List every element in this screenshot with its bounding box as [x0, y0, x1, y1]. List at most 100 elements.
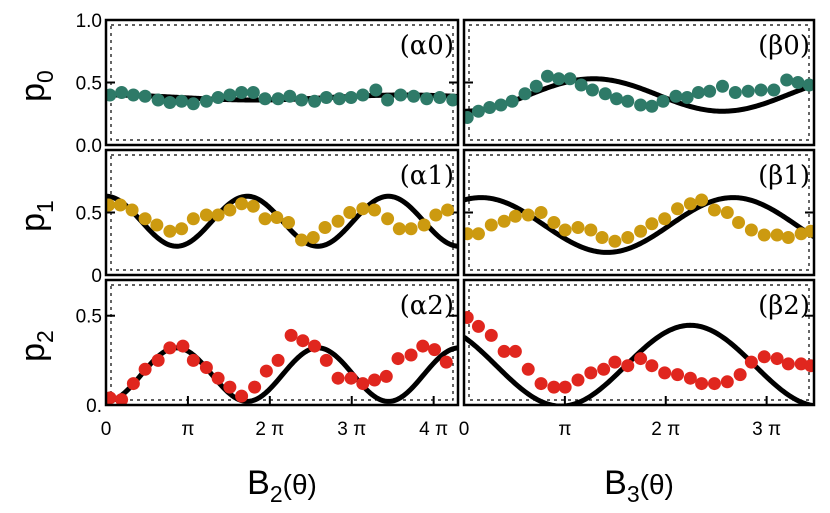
data-point — [791, 76, 805, 89]
data-point — [407, 89, 421, 103]
data-point — [211, 371, 225, 385]
x-axis-label: B3(θ) — [604, 464, 674, 507]
data-point — [608, 234, 622, 248]
data-point — [428, 343, 442, 357]
data-point — [781, 231, 795, 244]
data-point — [757, 228, 771, 242]
data-point — [295, 233, 309, 247]
data-point — [695, 193, 709, 207]
data-point — [176, 339, 190, 353]
data-point — [770, 352, 784, 366]
data-point — [484, 218, 498, 232]
data-point — [271, 353, 285, 367]
data-point — [671, 202, 685, 216]
data-point — [521, 208, 535, 222]
panel-beta0: (β0) — [462, 18, 816, 147]
data-point — [125, 203, 139, 217]
data-point — [246, 199, 260, 213]
data-point — [115, 393, 129, 405]
data-point — [571, 373, 585, 387]
dashed-frame — [468, 24, 810, 141]
data-point — [356, 88, 370, 102]
data-point — [634, 98, 648, 112]
y-axis-label-subscript: 0 — [32, 70, 58, 83]
data-point — [235, 197, 249, 211]
y-tick-label: 1.0 — [76, 11, 102, 32]
data-point — [464, 311, 474, 324]
data-point — [308, 339, 322, 353]
x-axis-label-subscript: 2 — [270, 481, 283, 507]
data-point — [707, 377, 721, 391]
data-point — [608, 355, 622, 369]
data-point — [757, 350, 771, 364]
x-tick-label: π — [558, 419, 571, 440]
data-point — [715, 79, 729, 93]
y-axis-label-subscript: 2 — [32, 330, 58, 343]
data-point — [733, 368, 747, 382]
data-point — [534, 206, 548, 219]
panel-annotation: (β0) — [758, 31, 810, 61]
data-point — [282, 216, 296, 229]
data-point — [671, 368, 685, 382]
data-point — [658, 366, 672, 380]
data-point — [741, 84, 755, 98]
data-point — [175, 222, 189, 236]
y-tick-label: 0.5 — [76, 74, 102, 95]
dashed-frame — [468, 284, 810, 401]
data-point — [186, 97, 200, 111]
panel-frame — [462, 148, 816, 277]
data-point — [106, 391, 117, 405]
data-point — [344, 91, 358, 104]
data-point — [703, 84, 717, 98]
data-point — [658, 212, 672, 226]
data-point — [394, 88, 408, 102]
data-point — [381, 93, 395, 107]
panel-annotation: (α2) — [400, 291, 454, 321]
data-point — [571, 221, 585, 234]
x-tick-label: π — [181, 419, 194, 440]
data-point — [308, 94, 322, 108]
panel-annotation: (α1) — [400, 161, 454, 191]
data-point — [356, 377, 370, 391]
data-point — [683, 371, 697, 385]
y-tick-label: 0. — [86, 396, 102, 417]
data-point — [223, 203, 237, 217]
data-point — [494, 98, 508, 112]
data-point — [680, 91, 694, 104]
data-point — [420, 92, 434, 106]
data-point — [106, 198, 116, 212]
data-point — [595, 231, 609, 244]
data-point — [138, 212, 152, 226]
data-point — [695, 377, 709, 391]
data-point — [319, 353, 333, 367]
panel-beta2: 0 π 2 π 3 π (β2) B3(θ) — [459, 278, 816, 507]
data-point — [270, 211, 284, 224]
data-point — [283, 89, 297, 103]
panel-frame — [104, 18, 460, 147]
data-point — [284, 328, 298, 342]
data-point — [720, 375, 734, 389]
data-point — [508, 344, 522, 358]
data-point — [381, 212, 395, 226]
data-point — [441, 203, 455, 217]
data-point — [683, 197, 697, 211]
data-point — [767, 83, 781, 97]
x-axis-label-argument: (θ) — [640, 469, 674, 500]
data-point — [804, 359, 814, 373]
x-tick-label: 2 π — [651, 419, 680, 440]
data-point — [584, 223, 598, 237]
data-point — [392, 222, 406, 236]
data-point — [223, 88, 237, 102]
data-point — [497, 214, 511, 228]
data-point — [645, 99, 659, 113]
data-point — [446, 93, 458, 107]
data-point — [163, 341, 177, 355]
panel-annotation: (β2) — [758, 291, 810, 321]
x-axis-label: B2(θ) — [247, 464, 317, 507]
data-point — [534, 377, 548, 391]
data-point — [404, 348, 418, 362]
data-point — [728, 86, 742, 99]
y-axis-label-main: p — [14, 213, 52, 232]
data-point — [621, 94, 635, 108]
